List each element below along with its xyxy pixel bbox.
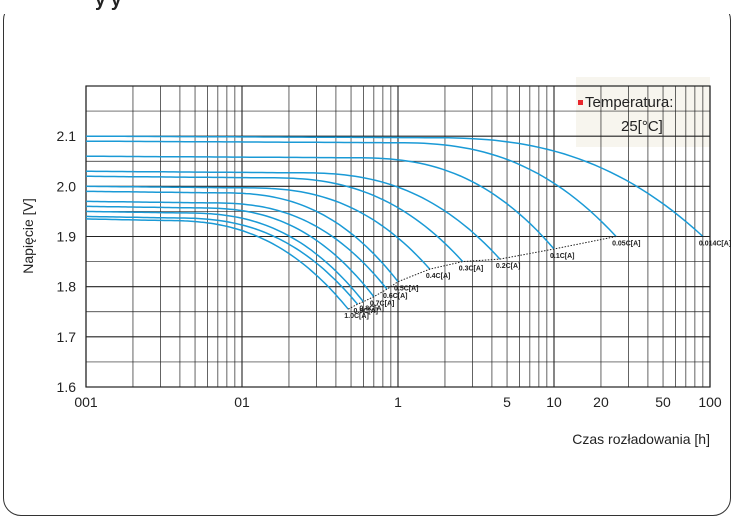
curve-label: 0.4C[A] — [426, 273, 451, 280]
header-text: y y — [95, 0, 122, 11]
discharge-curve — [86, 170, 501, 260]
x-tick-label: 50 — [655, 394, 671, 410]
x-tick-label: 01 — [234, 394, 250, 410]
header-strip: y y — [0, 0, 736, 14]
curve-label: 0.7C[A] — [370, 301, 395, 308]
y-tick-label: 2.1 — [57, 128, 77, 144]
y-tick-label: 1.6 — [57, 379, 77, 395]
x-tick-label: 1 — [394, 394, 402, 410]
legend-line-1: Temperatura: — [585, 94, 673, 111]
discharge-curve — [86, 190, 399, 283]
y-tick-label: 1.9 — [57, 229, 77, 245]
discharge-curve — [85, 155, 555, 250]
curve-label: 0.6C[A] — [383, 293, 408, 300]
curves — [85, 135, 704, 310]
curve-label: 0.9C[A] — [353, 308, 378, 315]
discharge-curve — [85, 215, 359, 305]
grid — [85, 85, 711, 388]
discharge-curve — [85, 210, 364, 303]
curve-label: 0.2C[A] — [496, 263, 521, 270]
y-axis-label: Napięcie [V] — [20, 198, 36, 273]
discharge-curve — [85, 185, 431, 270]
curve-label: 0.05C[A] — [612, 241, 640, 248]
cutoff-dotted-line — [348, 236, 703, 310]
legend-marker — [578, 100, 583, 105]
x-tick-label: 20 — [593, 394, 609, 410]
x-tick-label: 5 — [503, 394, 511, 410]
tick-labels: 1.6 1.7 1.8 1.9 2.0 2.1 001 01 1 5 10 20 50 100 — [57, 128, 722, 410]
legend-background — [576, 77, 710, 147]
curve-labels: 0.014C[A] 0.05C[A] 0.1C[A] 0.2C[A] 0.3C[A] 0.… — [344, 241, 731, 321]
curve-label: 0.8C[A] — [359, 306, 384, 313]
y-tick-label: 2.0 — [57, 178, 77, 194]
cutoff-line — [348, 236, 703, 310]
curve-label: 0.5C[A] — [394, 286, 419, 293]
discharge-curve — [86, 205, 375, 298]
x-tick-label: 10 — [546, 394, 562, 410]
curve-label: 1.0C[A] — [344, 313, 369, 320]
x-tick-label: 100 — [698, 394, 722, 410]
curve-label: 0.3C[A] — [459, 266, 484, 273]
y-tick-label: 1.7 — [57, 329, 77, 345]
x-axis-label: Czas rozładowania [h] — [572, 431, 710, 447]
discharge-curve — [86, 140, 617, 238]
x-tick-label: 001 — [74, 394, 98, 410]
discharge-curve — [85, 218, 349, 310]
curve-label: 0.014C[A] — [699, 241, 731, 248]
y-tick-label: 1.8 — [57, 279, 77, 295]
plot-border — [85, 85, 711, 388]
curve-label: 0.1C[A] — [550, 253, 575, 260]
discharge-curve — [86, 135, 704, 238]
discharge-curve — [86, 175, 464, 263]
discharge-curve — [86, 200, 388, 290]
legend-line-2: 25[°C] — [621, 118, 663, 135]
